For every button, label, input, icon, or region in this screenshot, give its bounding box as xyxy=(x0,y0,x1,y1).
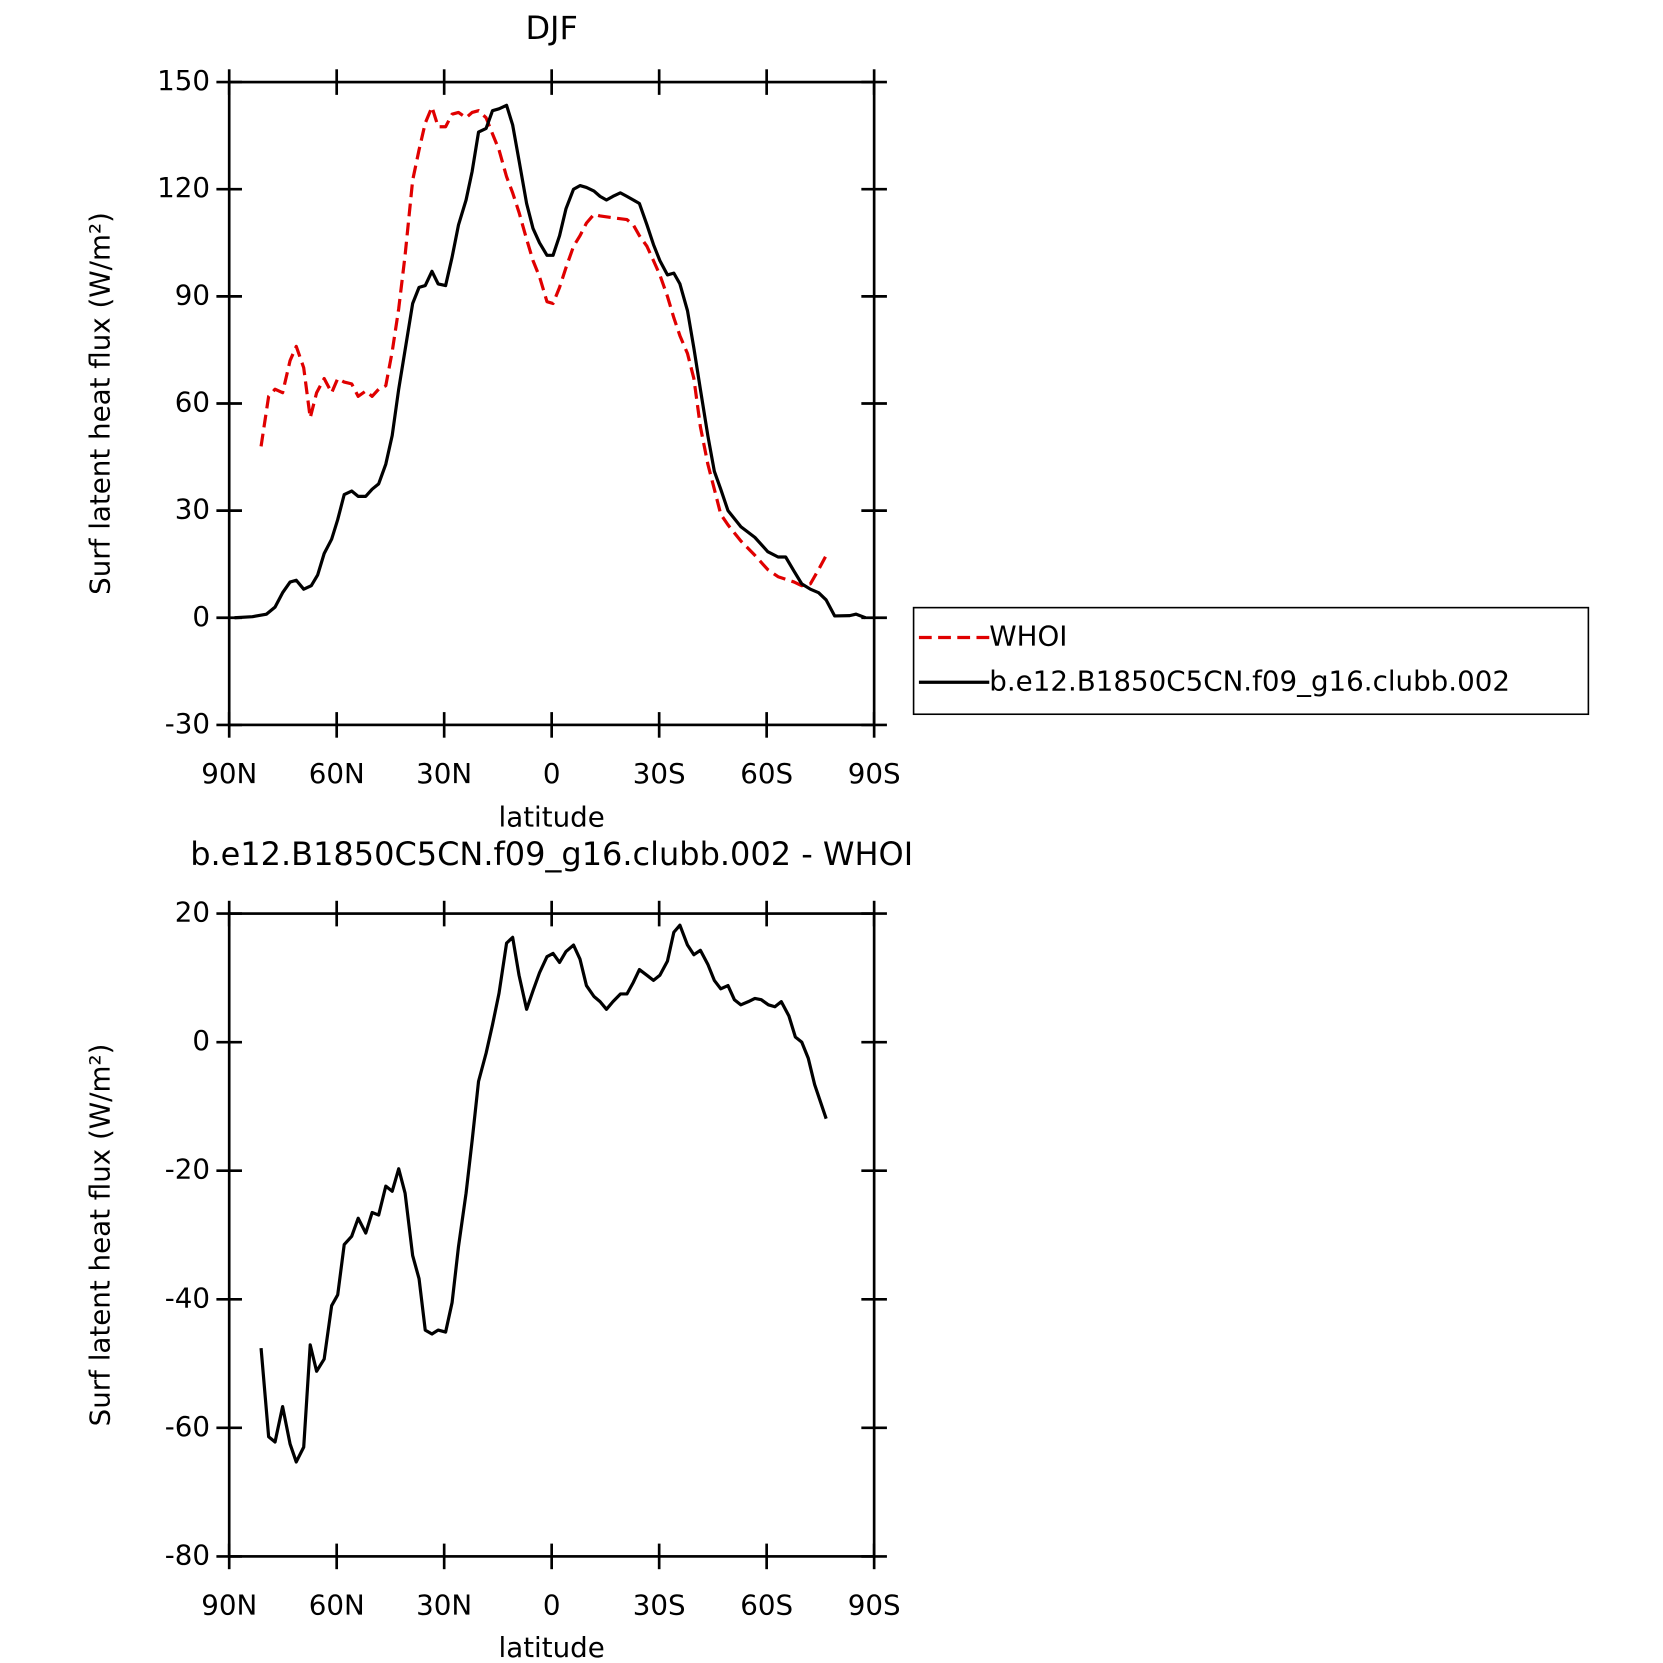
legend-label: b.e12.B1850C5CN.f09_g16.clubb.002 xyxy=(989,664,1510,697)
y-tick-label: 60 xyxy=(175,385,210,418)
plot-frame xyxy=(227,80,876,727)
y-tick-label: -40 xyxy=(165,1281,210,1314)
y-tick-label: -80 xyxy=(165,1538,210,1571)
y-tick-label: 90 xyxy=(175,278,210,311)
y-tick-label: 150 xyxy=(157,64,210,97)
y-tick-label: -60 xyxy=(165,1410,210,1443)
x-tick-label: 30S xyxy=(633,757,686,790)
x-tick-label: 60S xyxy=(740,757,793,790)
y-axis-label: Surf latent heat flux (W/m²) xyxy=(83,1044,116,1427)
x-axis-label: latitude xyxy=(499,801,605,834)
x-tick-label: 60S xyxy=(740,1589,793,1622)
y-axis-label: Surf latent heat flux (W/m²) xyxy=(83,212,116,595)
data-line xyxy=(234,103,867,620)
chart-title: DJF xyxy=(525,9,577,47)
x-tick-label: 90N xyxy=(201,1589,257,1622)
data-line xyxy=(259,923,828,1464)
data-line xyxy=(259,105,829,588)
x-tick-label: 90N xyxy=(201,757,257,790)
x-tick-label: 0 xyxy=(543,1589,561,1622)
x-tick-label: 30N xyxy=(416,757,472,790)
x-tick-label: 30N xyxy=(416,1589,472,1622)
y-tick-label: 20 xyxy=(175,896,210,929)
legend-label: WHOI xyxy=(989,619,1067,652)
legend-box xyxy=(912,606,1590,716)
x-tick-label: 60N xyxy=(309,1589,365,1622)
x-tick-label: 30S xyxy=(633,1589,686,1622)
x-tick-label: 0 xyxy=(543,757,561,790)
y-tick-label: -30 xyxy=(165,707,210,740)
x-axis-label: latitude xyxy=(499,1631,605,1663)
y-tick-label: 0 xyxy=(192,1024,210,1057)
y-tick-label: 30 xyxy=(175,493,210,526)
x-tick-label: 90S xyxy=(848,757,901,790)
y-tick-label: 0 xyxy=(192,600,210,633)
plot-frame xyxy=(227,912,876,1558)
y-tick-label: 120 xyxy=(157,171,210,204)
x-tick-label: 60N xyxy=(309,757,365,790)
chart-title: b.e12.B1850C5CN.f09_g16.clubb.002 - WHOI xyxy=(190,835,913,873)
y-tick-label: -20 xyxy=(165,1153,210,1186)
x-tick-label: 90S xyxy=(848,1589,901,1622)
